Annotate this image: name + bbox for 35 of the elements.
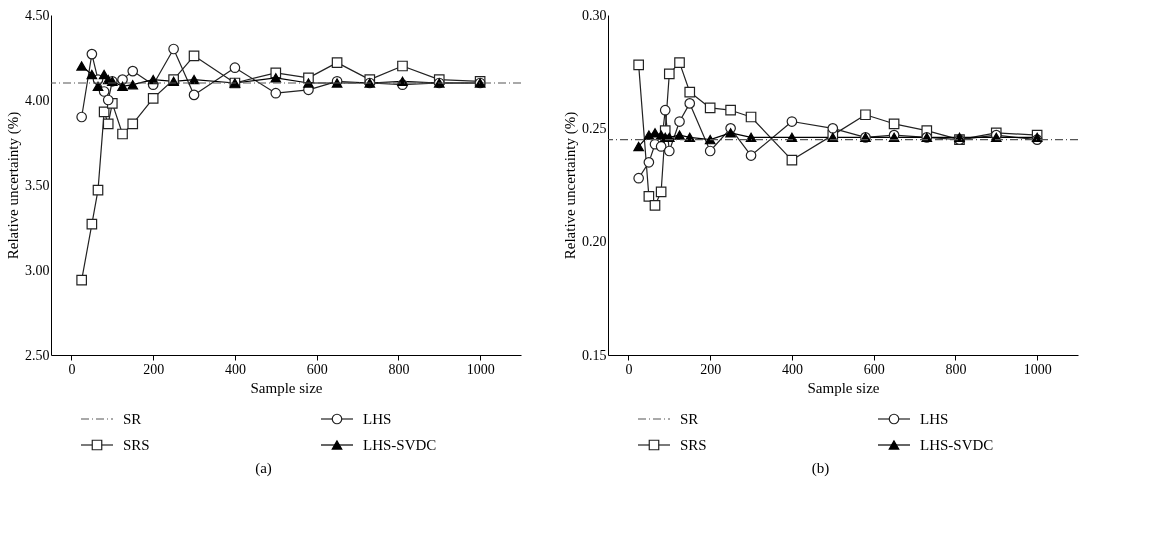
- legend-label: SRS: [680, 437, 707, 453]
- x-tick-label: 1000: [466, 361, 495, 377]
- x-tick-label: 800: [388, 361, 410, 377]
- text: (b): [811, 460, 830, 477]
- legend-label: SRS: [123, 437, 150, 453]
- y-tick-label: 3.00: [25, 262, 50, 278]
- legend-label: SR: [680, 411, 699, 427]
- legend-label: LHS-SVDC: [920, 437, 994, 453]
- x-tick-label: 200: [700, 361, 722, 377]
- y-tick-label: 0.25: [582, 120, 607, 136]
- y-tick-label: 3.50: [25, 177, 50, 193]
- y-tick-label: 0.30: [582, 7, 607, 23]
- y-axis-title: Relative uncertainty (%): [562, 111, 579, 260]
- text: (a): [255, 460, 272, 477]
- x-tick-label: 400: [781, 361, 803, 377]
- x-axis-title: Sample size: [807, 379, 880, 396]
- x-tick-label: 600: [863, 361, 885, 377]
- y-tick-label: 0.15: [582, 347, 607, 363]
- x-tick-label: 200: [143, 361, 165, 377]
- legend-label: LHS: [920, 411, 949, 427]
- x-tick-label: 0: [68, 361, 76, 377]
- y-tick-label: 2.50: [25, 347, 50, 363]
- y-axis-title: Relative uncertainty (%): [5, 111, 22, 260]
- y-tick-label: 4.50: [25, 7, 50, 23]
- y-tick-label: 0.20: [582, 234, 607, 250]
- legend-label: LHS: [363, 411, 392, 427]
- x-tick-label: 400: [224, 361, 246, 377]
- legend-label: LHS-SVDC: [363, 437, 437, 453]
- x-tick-label: 600: [306, 361, 328, 377]
- x-tick-label: 0: [625, 361, 633, 377]
- x-tick-label: 800: [945, 361, 967, 377]
- legend-label: SR: [123, 411, 142, 427]
- x-axis-title: Sample size: [250, 379, 323, 396]
- x-tick-label: 1000: [1023, 361, 1052, 377]
- y-tick-label: 4.00: [25, 92, 50, 108]
